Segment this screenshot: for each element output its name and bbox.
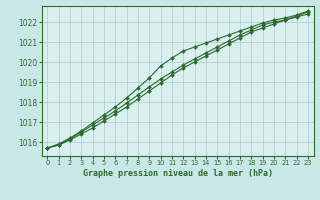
- X-axis label: Graphe pression niveau de la mer (hPa): Graphe pression niveau de la mer (hPa): [83, 169, 273, 178]
